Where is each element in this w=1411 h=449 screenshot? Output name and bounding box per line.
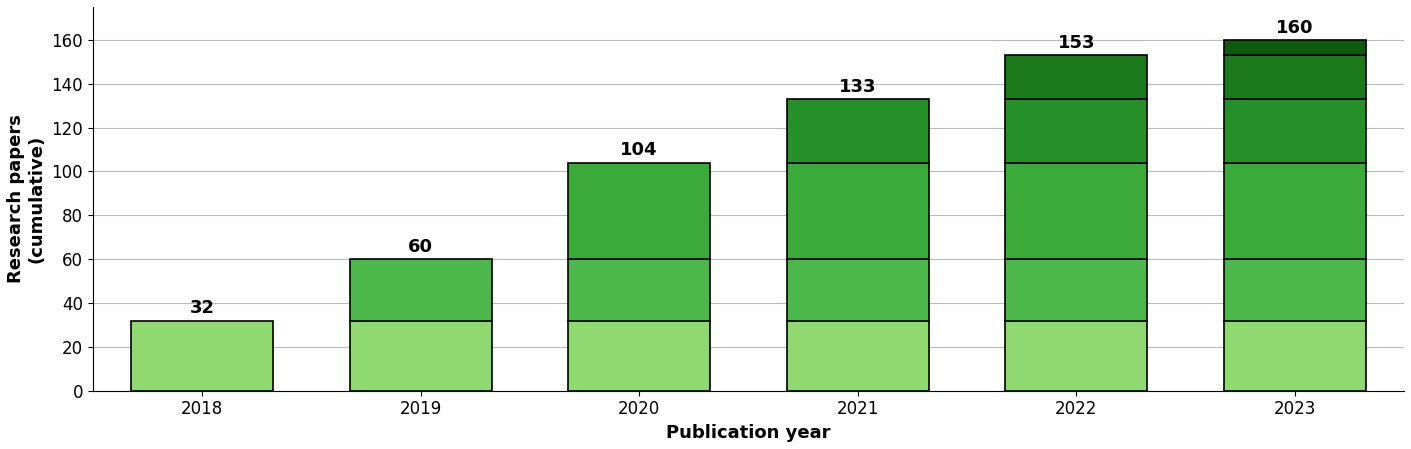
- Bar: [1223, 99, 1366, 163]
- Text: 60: 60: [408, 238, 433, 256]
- Bar: [1223, 163, 1366, 259]
- Text: 133: 133: [840, 78, 876, 96]
- Bar: [1005, 163, 1147, 259]
- X-axis label: Publication year: Publication year: [666, 424, 831, 442]
- Bar: [1005, 259, 1147, 321]
- Bar: [787, 99, 928, 163]
- Y-axis label: Research papers
(cumulative): Research papers (cumulative): [7, 114, 45, 283]
- Bar: [1005, 55, 1147, 99]
- Bar: [131, 321, 274, 391]
- Bar: [569, 163, 710, 259]
- Bar: [350, 259, 491, 321]
- Text: 153: 153: [1057, 34, 1095, 52]
- Bar: [1223, 321, 1366, 391]
- Bar: [1223, 55, 1366, 99]
- Text: 104: 104: [621, 141, 658, 159]
- Bar: [1005, 321, 1147, 391]
- Bar: [569, 321, 710, 391]
- Bar: [1223, 40, 1366, 55]
- Bar: [787, 321, 928, 391]
- Bar: [350, 321, 491, 391]
- Text: 160: 160: [1276, 18, 1314, 36]
- Bar: [787, 163, 928, 259]
- Text: 32: 32: [189, 299, 214, 317]
- Bar: [569, 259, 710, 321]
- Bar: [1005, 99, 1147, 163]
- Bar: [1223, 259, 1366, 321]
- Bar: [787, 259, 928, 321]
